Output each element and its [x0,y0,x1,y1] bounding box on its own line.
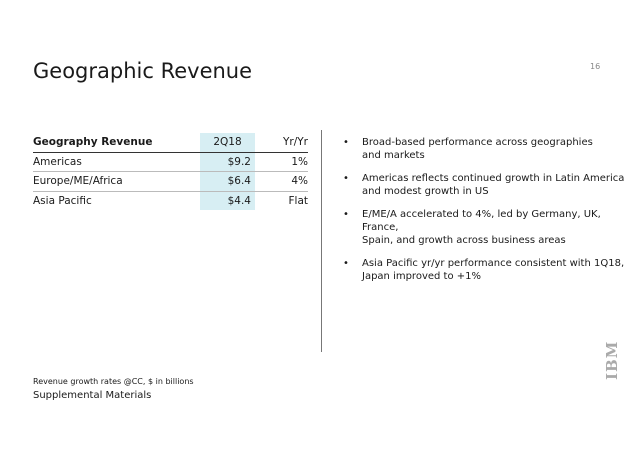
table-row: Europe/ME/Africa $6.4 4% [33,172,308,192]
bullet-dot: • [343,258,349,269]
revenue-table: Geography Revenue 2Q18 Yr/Yr Americas $9.2 1%… [33,133,308,210]
bullet-line: Broad-based performance across geographi… [362,137,593,148]
table-cell: $6.4 [200,172,255,191]
table-cell: Europe/ME/Africa [33,175,123,187]
bullet-item: • E/ME/A accelerated to 4%, led by German… [343,208,640,247]
table-cell: $9.2 [200,152,255,171]
bullet-line: and modest growth in US [362,186,489,197]
table-cell: Flat [288,194,308,207]
divider [321,130,322,352]
table-cell: $4.4 [200,191,255,210]
bullet-line: Japan improved to +1% [362,271,482,282]
table-cell: Asia Pacific [33,194,92,207]
bullet-item: • Broad-based performance across geograph… [343,136,640,162]
page-number: 16 [590,62,601,71]
bullet-list: • Broad-based performance across geograph… [343,136,640,293]
table-cell: 1% [291,155,308,168]
bullet-item: • Asia Pacific yr/yr performance consiste… [343,257,640,283]
logo: IBM [603,340,621,380]
header-row: Geography Revenue 2Q18 Yr/Yr [33,133,308,153]
table-cell: Americas [33,155,82,168]
bullet-line: Americas reflects continued growth in La… [362,173,625,184]
table-row: Asia Pacific $4.4 Flat [33,191,308,210]
bullet-dot: • [343,209,349,220]
table-row: Americas $9.2 1% [33,152,308,172]
bullet-line: Spain, and growth across business areas [362,235,566,246]
bullet-line: E/ME/A accelerated to 4%, led by Germany… [362,209,601,233]
bullet-dot: • [343,173,349,184]
header-cell: Geography Revenue [33,136,153,148]
bullet-dot: • [343,137,349,148]
header-cell: 2Q18 [200,133,255,152]
footer: Supplemental Materials [33,390,152,401]
table-cell: 4% [291,175,308,187]
slide-title: Geographic Revenue [33,59,253,83]
bullet-item: • Americas reflects continued growth in L… [343,172,640,198]
bullet-line: Asia Pacific yr/yr performance consisten… [362,258,625,269]
footnote: Revenue growth rates @CC, $ in billions [33,377,194,386]
header-cell: Yr/Yr [283,136,308,148]
bullet-line: and markets [362,150,425,161]
